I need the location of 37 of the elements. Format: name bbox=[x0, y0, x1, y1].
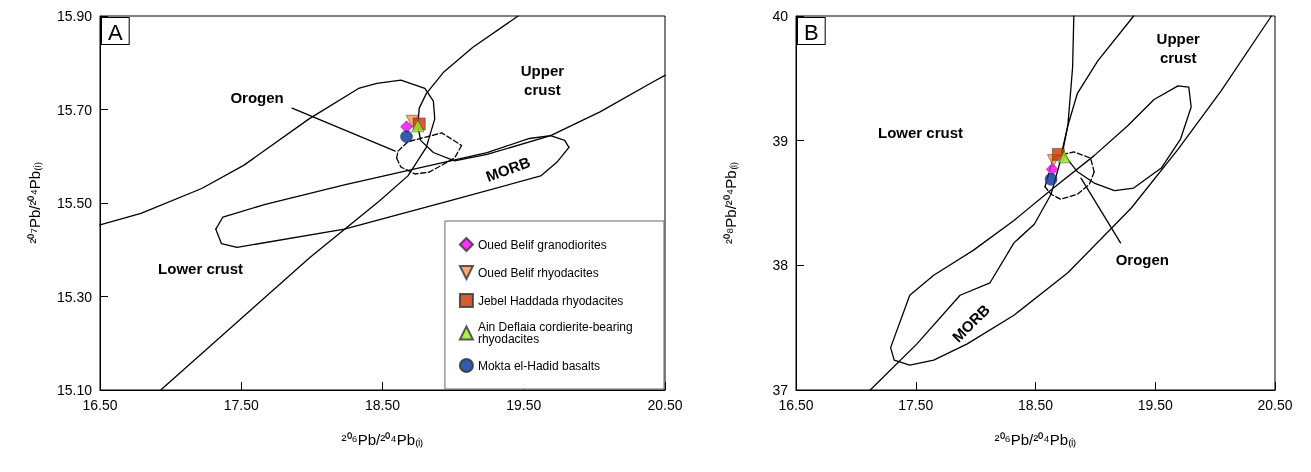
legend-label: Oued Belif rhyodacites bbox=[477, 265, 599, 280]
x-tick-label: 17.50 bbox=[223, 397, 259, 413]
x-tick-label: 19.50 bbox=[1137, 397, 1173, 413]
annotation: MORB bbox=[483, 153, 533, 185]
y-axis-title: ²⁰⁷Pb/²⁰⁴Pb₍ᵢ₎ bbox=[26, 162, 43, 244]
annotation: Orogen bbox=[230, 89, 284, 107]
y-tick-label: 38 bbox=[772, 257, 789, 274]
y-tick-label: 39 bbox=[772, 132, 789, 149]
annotation: Orogen bbox=[1115, 251, 1169, 269]
y-tick-label: 15.50 bbox=[56, 195, 93, 211]
y-tick-label: 40 bbox=[772, 8, 789, 24]
x-axis-title: ²⁰⁶Pb/²⁰⁴Pb₍ᵢ₎ bbox=[341, 431, 424, 448]
x-tick-label: 18.50 bbox=[1017, 397, 1054, 413]
chart-title: A bbox=[108, 19, 123, 45]
x-tick-label: 19.50 bbox=[506, 397, 542, 413]
x-tick-label: 16.50 bbox=[82, 397, 118, 413]
x-tick-label: 17.50 bbox=[898, 397, 934, 413]
y-axis-title: ²⁰⁸Pb/²⁰⁴Pb₍ᵢ₎ bbox=[722, 162, 739, 244]
annotation: Upper crust bbox=[520, 61, 565, 98]
x-tick-label: 20.50 bbox=[1257, 397, 1293, 413]
x-axis-title: ²⁰⁶Pb/²⁰⁴Pb₍ᵢ₎ bbox=[994, 431, 1077, 448]
y-tick-label: 15.70 bbox=[56, 101, 93, 118]
x-tick-label: 20.50 bbox=[647, 397, 683, 413]
y-tick-label: 15.30 bbox=[56, 288, 93, 305]
legend-label: Jebel Haddada rhyodacites bbox=[477, 293, 624, 308]
annotation: Lower crust bbox=[158, 259, 244, 277]
chart-title: B bbox=[804, 19, 819, 45]
annotation: Lower crust bbox=[878, 124, 964, 142]
legend-label: Ain Deflaia cordierite-bearing rhyodacites bbox=[477, 320, 637, 346]
legend-label: Mokta el-Hadid basalts bbox=[477, 358, 600, 373]
x-tick-label: 16.50 bbox=[778, 397, 814, 413]
annotation: Upper crust bbox=[1156, 29, 1201, 66]
x-tick-label: 18.50 bbox=[364, 397, 401, 413]
y-tick-label: 15.10 bbox=[56, 382, 93, 398]
legend-label: Oued Belif granodiorites bbox=[477, 237, 607, 252]
y-tick-label: 15.90 bbox=[56, 8, 93, 24]
y-tick-label: 37 bbox=[772, 382, 789, 398]
